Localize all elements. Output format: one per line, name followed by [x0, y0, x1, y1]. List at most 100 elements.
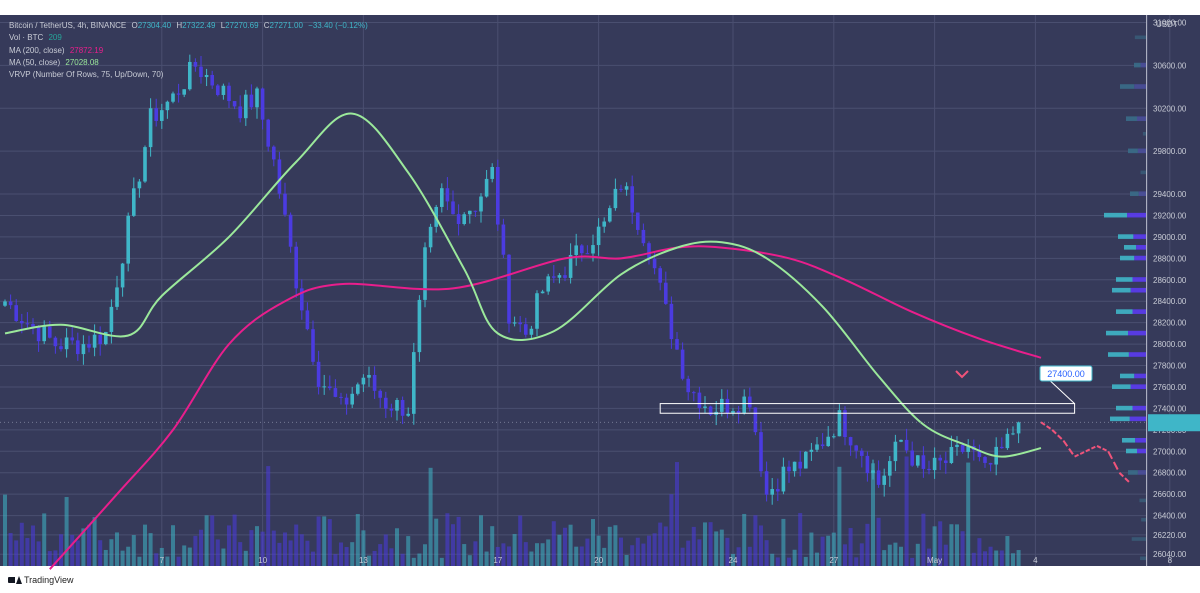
candle[interactable]	[445, 177, 450, 211]
candle[interactable]	[826, 426, 830, 447]
candle[interactable]	[876, 460, 881, 488]
candle[interactable]	[126, 212, 130, 272]
candle[interactable]	[473, 210, 478, 218]
candle[interactable]	[199, 56, 203, 84]
candle[interactable]	[344, 393, 349, 415]
candle[interactable]	[98, 326, 102, 356]
candle[interactable]	[210, 70, 214, 89]
candle[interactable]	[137, 179, 142, 198]
candle[interactable]	[328, 375, 332, 391]
current-price-badge[interactable]	[1148, 414, 1200, 432]
candle[interactable]	[720, 389, 724, 417]
candle[interactable]	[367, 366, 371, 387]
candle[interactable]	[311, 320, 315, 366]
candle[interactable]	[249, 84, 254, 110]
candle[interactable]	[417, 295, 422, 362]
candle[interactable]	[966, 439, 970, 459]
candle[interactable]	[31, 318, 35, 335]
candle[interactable]	[400, 396, 405, 425]
candle[interactable]	[776, 478, 780, 501]
candle[interactable]	[804, 450, 808, 469]
candle[interactable]	[860, 448, 864, 468]
candle[interactable]	[686, 375, 690, 401]
candle[interactable]	[832, 433, 836, 439]
candle[interactable]	[64, 328, 69, 358]
indicator-ma200[interactable]: MA (200, close) 27872.19	[9, 45, 104, 55]
candle[interactable]	[664, 271, 668, 305]
candle[interactable]	[731, 408, 735, 416]
candle[interactable]	[764, 461, 769, 502]
candle[interactable]	[529, 325, 534, 340]
candle[interactable]	[468, 210, 472, 224]
candle[interactable]	[305, 302, 310, 331]
candle[interactable]	[182, 89, 186, 98]
candle[interactable]	[669, 296, 674, 349]
price-axis[interactable]	[1147, 15, 1200, 566]
candle[interactable]	[333, 379, 338, 398]
indicator-vrvp[interactable]: VRVP (Number Of Rows, 75, Up/Down, 70)	[9, 70, 164, 80]
candle[interactable]	[787, 460, 791, 483]
candle[interactable]	[176, 83, 181, 103]
candle[interactable]	[518, 315, 522, 333]
candle[interactable]	[283, 182, 287, 217]
candle[interactable]	[356, 382, 360, 396]
candle[interactable]	[781, 457, 786, 495]
candle[interactable]	[272, 145, 276, 167]
candle[interactable]	[14, 299, 18, 322]
candle[interactable]	[507, 254, 511, 333]
candle[interactable]	[8, 294, 13, 310]
candle[interactable]	[456, 204, 461, 236]
candle[interactable]	[165, 100, 170, 119]
candle[interactable]	[524, 317, 528, 338]
candle[interactable]	[288, 212, 293, 253]
candle[interactable]	[759, 421, 763, 477]
candle[interactable]	[641, 223, 646, 247]
candle[interactable]	[753, 407, 758, 436]
candle[interactable]	[300, 279, 304, 320]
indicator-ma50[interactable]: MA (50, close) 27028.08	[9, 57, 99, 67]
candle[interactable]	[770, 478, 774, 505]
candle[interactable]	[1016, 421, 1021, 444]
candle[interactable]	[837, 404, 842, 437]
candle[interactable]	[384, 391, 388, 419]
candle[interactable]	[899, 439, 903, 443]
candle[interactable]	[81, 335, 86, 365]
candle[interactable]	[423, 242, 427, 308]
candle[interactable]	[675, 331, 679, 350]
candle[interactable]	[574, 233, 578, 266]
candle[interactable]	[1005, 428, 1010, 450]
candle[interactable]	[820, 433, 825, 449]
candle[interactable]	[193, 58, 198, 72]
candle[interactable]	[809, 442, 814, 461]
indicator-volume[interactable]: Vol · BTC 209	[9, 33, 62, 43]
candle[interactable]	[76, 332, 80, 361]
candle[interactable]	[977, 444, 982, 462]
plot-area[interactable]	[0, 15, 1146, 566]
candle[interactable]	[160, 103, 164, 129]
candle[interactable]	[316, 350, 321, 395]
candle[interactable]	[25, 312, 30, 329]
candle[interactable]	[462, 212, 466, 226]
candle[interactable]	[501, 218, 506, 259]
candle[interactable]	[619, 184, 623, 192]
candle[interactable]	[216, 84, 220, 97]
candle[interactable]	[378, 389, 382, 408]
candle[interactable]	[848, 436, 853, 456]
candle[interactable]	[339, 392, 343, 405]
ma200-line[interactable]	[49, 245, 1042, 570]
candle[interactable]	[792, 461, 797, 477]
candle[interactable]	[932, 447, 937, 479]
candle[interactable]	[294, 241, 298, 298]
candle[interactable]	[42, 320, 46, 345]
candle[interactable]	[120, 262, 125, 297]
candle[interactable]	[204, 68, 209, 87]
candle[interactable]	[512, 316, 517, 327]
candle[interactable]	[580, 244, 584, 262]
candle[interactable]	[490, 163, 494, 183]
candle[interactable]	[608, 205, 612, 223]
candle[interactable]	[692, 390, 696, 402]
candle[interactable]	[221, 83, 226, 100]
candle[interactable]	[148, 98, 153, 157]
